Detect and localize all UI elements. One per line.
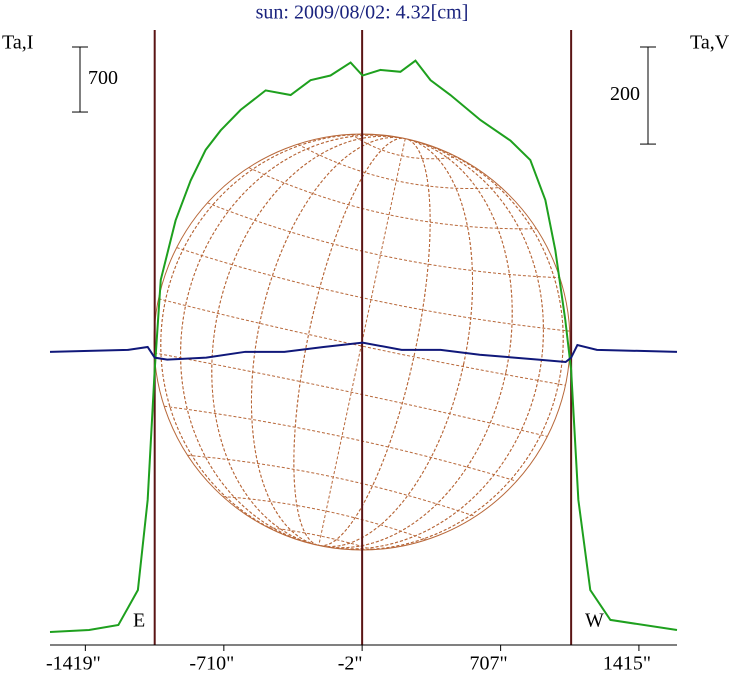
- parallel: [164, 405, 517, 482]
- x-tick-label: 1415": [603, 653, 651, 675]
- parallel: [158, 298, 566, 386]
- parallel: [207, 202, 560, 279]
- annotation: W: [585, 610, 604, 632]
- y-axis-label: Ta,I: [2, 32, 33, 54]
- data-line: [49, 341, 678, 364]
- parallel: [154, 352, 548, 437]
- parallel: [297, 143, 502, 190]
- data-line: [49, 59, 678, 633]
- x-tick-label: -2": [338, 653, 363, 675]
- scale-bar-label: 200: [610, 83, 640, 105]
- annotation: E: [133, 610, 145, 632]
- x-tick-label: -1419": [46, 653, 101, 675]
- scale-bar-label: 700: [88, 67, 118, 89]
- parallel: [248, 167, 537, 230]
- parallel: [176, 247, 570, 332]
- chart-title: sun: 2009/08/02: 4.32[cm]: [256, 2, 469, 24]
- parallel: [222, 496, 427, 541]
- parallel: [187, 454, 476, 517]
- x-tick-label: 707": [470, 653, 508, 675]
- y2-axis-label: Ta,V: [690, 32, 730, 54]
- x-tick-label: -710": [189, 653, 234, 675]
